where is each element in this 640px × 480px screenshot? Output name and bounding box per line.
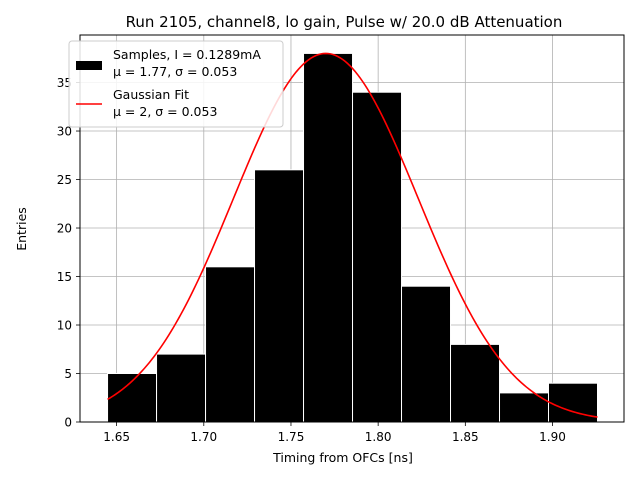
legend-histogram-label: Samples, I = 0.1289mA — [113, 47, 261, 62]
histogram-bar — [352, 91, 403, 423]
histogram-bar — [450, 343, 501, 423]
y-tick-label: 20 — [57, 222, 72, 236]
x-tick-label: 1.90 — [539, 430, 566, 444]
y-tick-label: 25 — [57, 173, 72, 187]
histogram-bar — [254, 169, 305, 423]
x-axis-ticks: 1.65 1.70 1.75 1.80 1.85 1.90 — [103, 422, 566, 444]
x-tick-label: 1.85 — [452, 430, 479, 444]
x-tick-label: 1.70 — [190, 430, 217, 444]
legend-fit-label: Gaussian Fit — [113, 87, 189, 102]
y-tick-label: 5 — [64, 367, 72, 381]
y-tick-label: 0 — [64, 416, 72, 430]
gaussian-fit-line — [107, 52, 598, 418]
histogram-bars — [107, 52, 598, 423]
y-tick-label: 10 — [57, 319, 72, 333]
x-tick-label: 1.75 — [278, 430, 305, 444]
x-axis-label: Timing from OFCs [ns] — [272, 450, 413, 465]
legend-box — [68, 40, 284, 128]
x-tick-label: 1.65 — [103, 430, 130, 444]
legend: Samples, I = 0.1289mA μ = 1.77, σ = 0.05… — [68, 40, 284, 128]
histogram-bar — [205, 266, 256, 423]
y-axis-ticks: 0 5 10 15 20 25 30 35 — [57, 76, 80, 430]
legend-fit-stats: μ = 2, σ = 0.053 — [113, 104, 217, 119]
y-axis-label: Entries — [14, 207, 29, 251]
histogram-bar — [156, 353, 207, 423]
plot-frame — [79, 34, 625, 423]
histogram-bar — [303, 52, 354, 423]
y-tick-label: 15 — [57, 270, 72, 284]
y-tick-label: 35 — [57, 76, 72, 90]
y-tick-label: 30 — [57, 125, 72, 139]
x-tick-label: 1.80 — [365, 430, 392, 444]
chart-title: Run 2105, channel8, lo gain, Pulse w/ 20… — [126, 13, 563, 31]
legend-histogram-swatch — [76, 61, 102, 70]
histogram-bar — [401, 285, 452, 423]
legend-histogram-stats: μ = 1.77, σ = 0.053 — [113, 64, 237, 79]
